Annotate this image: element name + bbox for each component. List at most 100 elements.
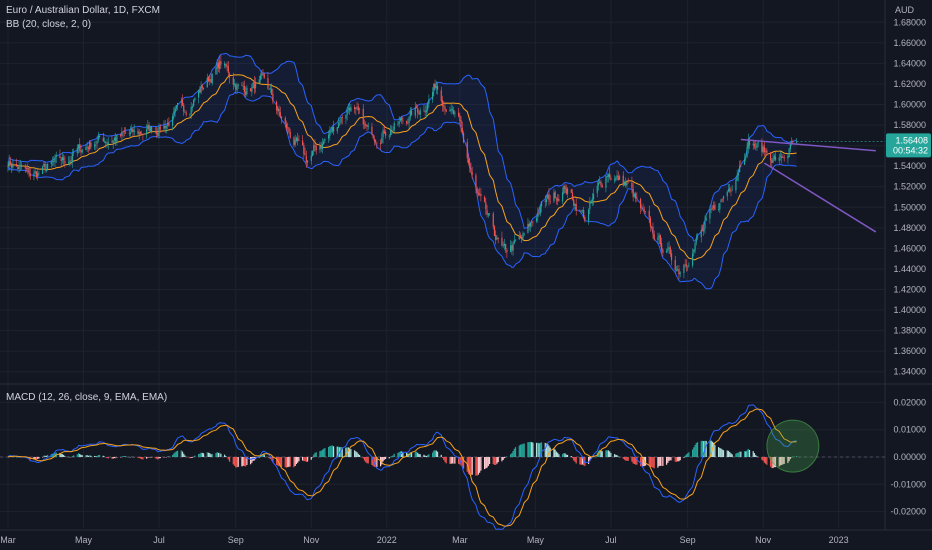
candle-body (460, 119, 462, 127)
macd-histogram-bar (731, 454, 733, 457)
candle-body (571, 192, 574, 200)
macd-histogram-bar (372, 457, 374, 467)
candle-body (757, 141, 759, 144)
macd-histogram-bar (756, 456, 758, 457)
macd-histogram-bar (674, 457, 676, 462)
macd-histogram-bar (44, 455, 46, 457)
candle-body (440, 90, 442, 101)
macd-histogram-bar (583, 457, 585, 466)
candle-body (471, 172, 473, 175)
macd-histogram-bar (355, 451, 357, 457)
candle-body (713, 205, 715, 209)
macd-histogram-bar (72, 455, 75, 457)
macd-histogram-bar (545, 443, 548, 457)
price-unit-label: AUD (895, 5, 915, 15)
candle-body (652, 226, 654, 234)
candle-body (485, 202, 487, 210)
macd-histogram-bar (574, 457, 576, 462)
candle-body (357, 106, 359, 111)
macd-histogram-bar (211, 453, 213, 457)
macd-histogram-bar (453, 457, 455, 464)
candle-body (46, 163, 49, 170)
candle-body (466, 142, 468, 159)
candle-body (189, 113, 191, 115)
macd-histogram-bar (745, 451, 747, 457)
candle-body (393, 123, 395, 131)
candle-body (128, 133, 130, 135)
macd-grid (0, 401, 885, 513)
macd-histogram-bar (622, 457, 624, 459)
candle-body (501, 237, 503, 246)
candle-body (96, 141, 98, 144)
candle-body (11, 163, 13, 168)
candle-body (34, 171, 36, 174)
candle-body (276, 101, 278, 111)
macd-histogram-bar (146, 457, 148, 459)
macd-histogram-bar (298, 457, 300, 462)
candle-body (450, 109, 452, 112)
macd-histogram-bar (539, 442, 541, 457)
macd-histogram-bar (232, 457, 234, 465)
candle-body (589, 201, 591, 210)
candle-body (54, 157, 56, 163)
macd-legend[interactable]: MACD (12, 26, close, 9, EMA, EMA) (6, 392, 168, 403)
price-tick-label: 1.52000 (893, 182, 926, 192)
candle-body (278, 108, 280, 112)
candle-body (64, 160, 66, 164)
macd-histogram-bar (565, 454, 567, 457)
macd-histogram-bar (753, 453, 756, 457)
macd-histogram-bar (278, 457, 280, 467)
macd-histogram-bar (440, 454, 442, 457)
candle-body (60, 158, 62, 162)
candle-body (44, 163, 46, 170)
macd-histogram-bar (189, 457, 191, 459)
candle-body (566, 188, 569, 194)
candle-body (245, 91, 247, 95)
candle-body (729, 188, 731, 192)
time-tick-label: Nov (755, 535, 772, 545)
candle-body (441, 100, 444, 107)
candle-body (241, 85, 243, 86)
macd-line (7, 404, 797, 530)
candle-body (479, 193, 481, 195)
macd-histogram-bar (642, 457, 644, 467)
macd-histogram-bar (729, 451, 731, 457)
candle-body (168, 122, 170, 126)
candle-body (695, 238, 697, 243)
candle-body (651, 226, 653, 228)
macd-histogram-bar (285, 457, 288, 468)
bb-legend[interactable]: BB (20, close, 2, 0) (6, 19, 92, 30)
candle-body (693, 249, 695, 253)
candle-body (731, 190, 733, 192)
macd-histogram-bar (106, 457, 108, 459)
macd-histogram-bar (224, 454, 226, 457)
macd-histogram-bar (589, 457, 591, 462)
macd-histogram-bar (623, 457, 626, 460)
macd-histogram-bar (310, 457, 312, 460)
macd-histogram-bar (98, 454, 101, 457)
macd-histogram-bar (201, 452, 203, 457)
macd-histogram-bar (521, 444, 523, 457)
macd-histogram-bar (761, 457, 763, 460)
candle-body (553, 192, 555, 202)
symbol-title[interactable]: Euro / Australian Dollar, 1D, FXCM (6, 5, 160, 16)
candle-body (431, 92, 434, 100)
candle-body (235, 83, 237, 90)
macd-histogram-bar (601, 451, 603, 457)
macd-histogram-bar (95, 456, 97, 457)
candle-body (236, 85, 238, 91)
candle-body (279, 112, 281, 117)
candle-body (55, 155, 57, 158)
candle-body (246, 87, 248, 95)
macd-histogram-bar (279, 457, 281, 467)
macd-histogram-bar (467, 457, 470, 474)
macd-tick-label: -0.02000 (890, 507, 926, 517)
macd-histogram-bar (657, 457, 659, 468)
candle-body (531, 222, 533, 223)
candle-body (642, 207, 644, 209)
macd-histogram-bar (531, 442, 533, 457)
candle-body (557, 198, 559, 201)
candle-body (243, 85, 246, 93)
candle-body (68, 162, 70, 164)
